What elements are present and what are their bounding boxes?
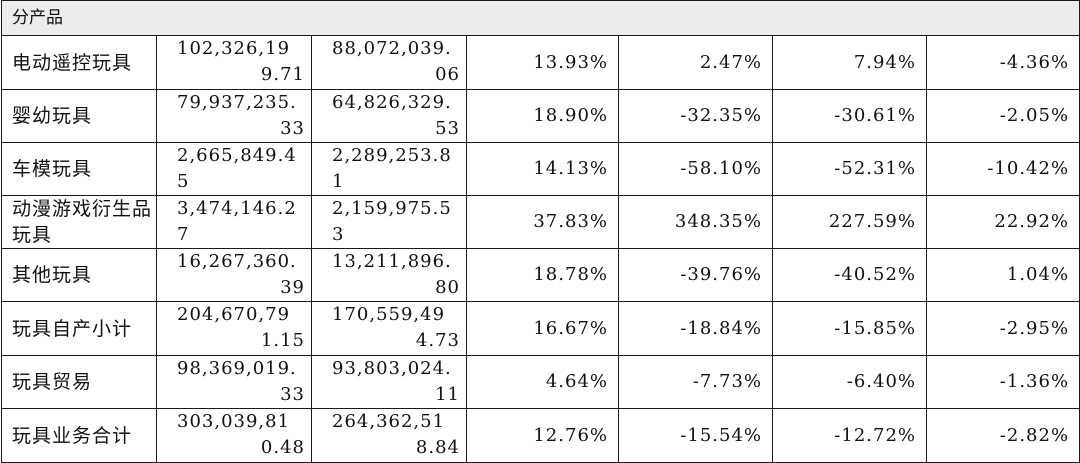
percent-f-cell: -2.95% (925, 301, 1080, 356)
value-b-cell: 88,072,039.06 (311, 35, 467, 90)
product-name-cell: 玩具贸易 (1, 355, 157, 409)
value-a-cell: 303,039,810.48 (156, 408, 312, 463)
percent-e-cell: 7.94% (772, 35, 927, 90)
value-a-cell: 102,326,199.71 (156, 35, 312, 90)
product-name-cell: 其他玩具 (1, 248, 157, 302)
percent-d-cell: -32.35% (618, 89, 773, 143)
table-row: 动漫游戏衍生品玩具 3,474,146.27 2,159,975.53 37.83% 3… (1, 195, 1080, 249)
percent-d-cell: -7.73% (618, 355, 773, 409)
value-b-cell: 264,362,518.84 (311, 408, 467, 463)
percent-c-cell: 14.13% (466, 142, 619, 196)
percent-f-cell: 1.04% (925, 248, 1080, 302)
percent-d-cell: 348.35% (618, 195, 773, 249)
value-b-cell: 2,159,975.53 (311, 195, 467, 249)
percent-d-cell: -39.76% (618, 248, 773, 302)
section-label: 分产品 (0, 0, 1080, 36)
percent-c-cell: 18.90% (466, 89, 619, 143)
percent-f-cell: -10.42% (925, 142, 1080, 196)
table-row: 玩具业务合计 303,039,810.48 264,362,518.84 12.76%… (1, 408, 1080, 463)
product-name-cell: 玩具业务合计 (1, 408, 157, 463)
value-b-cell: 93,803,024.11 (311, 355, 467, 409)
percent-f-cell: -1.36% (925, 355, 1080, 409)
table-row: 婴幼玩具 79,937,235.33 64,826,329.53 18.90% -32.… (1, 89, 1080, 143)
percent-f-cell: -4.36% (925, 35, 1080, 90)
percent-e-cell: -40.52% (772, 248, 927, 302)
percent-c-cell: 37.83% (466, 195, 619, 249)
percent-c-cell: 12.76% (466, 408, 619, 463)
table-row: 车模玩具 2,665,849.45 2,289,253.81 14.13% -58.10… (1, 142, 1080, 196)
product-name-cell: 动漫游戏衍生品玩具 (1, 195, 157, 249)
table-row: 玩具自产小计 204,670,791.15 170,559,494.73 16.67%… (1, 301, 1080, 356)
value-a-cell: 3,474,146.27 (156, 195, 312, 249)
percent-f-cell: 22.92% (925, 195, 1080, 249)
percent-e-cell: -15.85% (772, 301, 927, 356)
table-row: 玩具贸易 98,369,019.33 93,803,024.11 4.64% -7.73… (1, 355, 1080, 409)
value-b-cell: 64,826,329.53 (311, 89, 467, 143)
value-a-cell: 16,267,360.39 (156, 248, 312, 302)
product-name-cell: 车模玩具 (1, 142, 157, 196)
percent-f-cell: -2.82% (925, 408, 1080, 463)
percent-d-cell: -58.10% (618, 142, 773, 196)
percent-d-cell: -18.84% (618, 301, 773, 356)
percent-e-cell: -52.31% (772, 142, 927, 196)
product-name-cell: 电动遥控玩具 (1, 35, 157, 90)
percent-e-cell: 227.59% (772, 195, 927, 249)
value-a-cell: 2,665,849.45 (156, 142, 312, 196)
percent-e-cell: -12.72% (772, 408, 927, 463)
percent-d-cell: -15.54% (618, 408, 773, 463)
percent-c-cell: 18.78% (466, 248, 619, 302)
percent-d-cell: 2.47% (618, 35, 773, 90)
table-row: 其他玩具 16,267,360.39 13,211,896.80 18.78% -39.… (1, 248, 1080, 302)
table-row: 电动遥控玩具 102,326,199.71 88,072,039.06 13.93% 2… (1, 35, 1080, 90)
value-b-cell: 170,559,494.73 (311, 301, 467, 356)
percent-c-cell: 4.64% (466, 355, 619, 409)
value-a-cell: 204,670,791.15 (156, 301, 312, 356)
percent-c-cell: 16.67% (466, 301, 619, 356)
product-name-cell: 婴幼玩具 (1, 89, 157, 143)
value-a-cell: 79,937,235.33 (156, 89, 312, 143)
value-b-cell: 13,211,896.80 (311, 248, 467, 302)
product-name-cell: 玩具自产小计 (1, 301, 157, 356)
value-a-cell: 98,369,019.33 (156, 355, 312, 409)
value-b-cell: 2,289,253.81 (311, 142, 467, 196)
percent-e-cell: -30.61% (772, 89, 927, 143)
percent-e-cell: -6.40% (772, 355, 927, 409)
percent-c-cell: 13.93% (466, 35, 619, 90)
section-header-row: 分产品 (0, 0, 1080, 36)
percent-f-cell: -2.05% (925, 89, 1080, 143)
